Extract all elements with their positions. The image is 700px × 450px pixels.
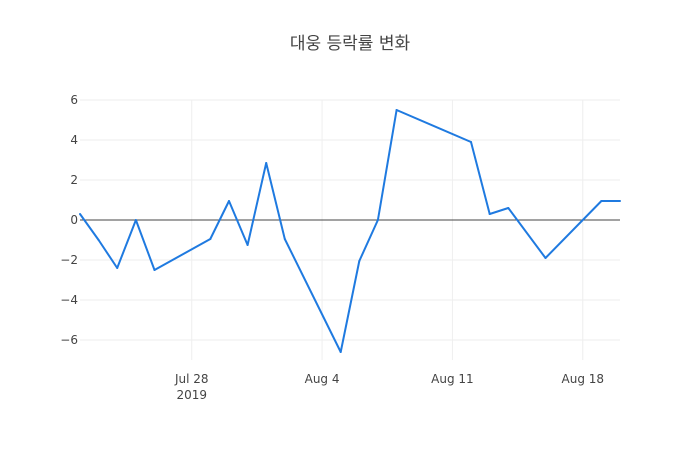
x-tick-label: Aug 18 (562, 372, 605, 386)
y-tick-label: 2 (70, 173, 78, 187)
data-point (246, 244, 249, 246)
y-tick-label: 6 (70, 93, 78, 107)
x-tick-label: Aug 11 (431, 372, 474, 386)
data-point (507, 207, 510, 209)
x-tick-label: Aug 4 (305, 372, 340, 386)
data-point (488, 213, 491, 215)
data-point (116, 267, 119, 269)
x-tick-label: Jul 28 (174, 372, 209, 386)
data-point (619, 200, 621, 202)
data-point (339, 351, 342, 353)
data-point (265, 162, 268, 164)
data-point (470, 141, 473, 143)
y-tick-label: −4 (60, 293, 78, 307)
data-point (227, 200, 230, 202)
axis-layer: Jul 28 2019 Aug 4 Aug 11 Aug 18 −6 −4 −2 0 2 4 6 (60, 93, 620, 402)
data-point (79, 213, 81, 215)
y-tick-label: −2 (60, 253, 78, 267)
data-point (376, 219, 379, 221)
data-point (283, 238, 286, 240)
data-point (134, 219, 137, 221)
data-point (153, 269, 156, 271)
grid-layer (80, 99, 620, 360)
y-tick-label: 4 (70, 133, 78, 147)
data-point (97, 239, 100, 241)
data-point (544, 257, 547, 259)
series-line (79, 109, 620, 353)
x-tick-sublabel: 2019 (176, 388, 207, 402)
data-point (358, 260, 361, 262)
data-point (600, 200, 603, 202)
y-tick-label: −6 (60, 333, 78, 347)
series-layer (79, 109, 621, 353)
y-tick-label: 0 (70, 213, 78, 227)
data-point (395, 109, 398, 111)
chart-title: 대웅 등락률 변화 (290, 34, 411, 54)
data-point (209, 238, 212, 240)
